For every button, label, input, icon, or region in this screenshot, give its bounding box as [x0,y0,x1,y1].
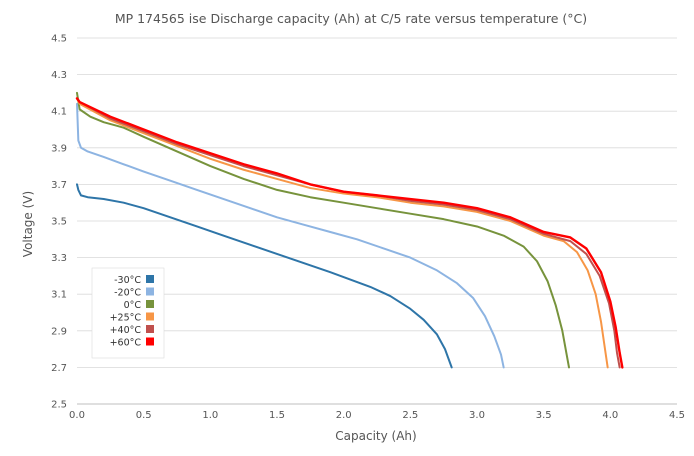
x-tick-label: 1.0 [202,410,218,421]
y-axis-label: Voltage (V) [21,191,35,257]
series-line-5 [76,97,621,369]
legend-swatch [146,287,154,296]
y-tick-label: 3.7 [51,180,67,191]
y-tick-label: 4.3 [51,70,67,81]
series-lines [75,91,624,369]
x-tick-label: 4.5 [669,410,685,421]
y-tick-label: 3.3 [51,253,67,264]
y-tick-label: 2.7 [51,363,67,374]
y-tick-label: 3.9 [51,143,67,154]
series-line-4 [76,97,609,369]
y-tick-label: 3.5 [51,217,67,228]
legend-swatch [146,300,154,308]
legend-swatch [146,312,154,321]
chart-title: MP 174565 ise Discharge capacity (Ah) at… [115,11,587,26]
legend-swatch [146,275,154,283]
legend-label: -30°C [114,275,141,286]
x-tick-label: 3.0 [469,410,485,421]
y-tick-label: 3.1 [51,290,67,301]
y-tick-label: 4.5 [51,34,67,45]
x-tick-label: 4.0 [602,410,618,421]
series-line-0 [76,183,453,369]
grid-lines [77,37,677,368]
y-tick-labels: 2.5 2.7 2.9 3.1 3.3 3.5 3.7 3.9 4.1 4.3 4.5 [51,34,67,411]
legend-swatch [146,325,154,333]
series-line-2 [76,102,505,369]
series-line-6 [75,97,624,369]
x-tick-label: 0.5 [136,410,152,421]
y-tick-label: 4.1 [51,107,67,118]
legend-label: +25°C [110,313,142,324]
series-line-3 [76,91,570,369]
x-tick-label: 2.0 [336,410,352,421]
legend-label: +60°C [110,338,142,349]
y-tick-label: 2.5 [51,400,67,411]
x-tick-labels: 0.0 0.5 1.0 1.5 2.0 2.5 3.0 3.5 4.0 4.5 [69,410,685,421]
x-tick-label: 3.5 [536,410,552,421]
x-tick-label: 2.5 [402,410,418,421]
x-axis-label: Capacity (Ah) [335,429,416,443]
legend-label: +40°C [110,325,142,336]
legend-label: 0°C [124,300,142,311]
legend-label: -20°C [114,288,141,299]
x-tick-label: 1.5 [269,410,285,421]
legend: -30°C -20°C0°C +25°C+40°C +60°C [91,267,165,359]
legend-swatch [146,337,154,346]
y-tick-label: 2.9 [51,326,67,337]
x-tick-label: 0.0 [69,410,85,421]
